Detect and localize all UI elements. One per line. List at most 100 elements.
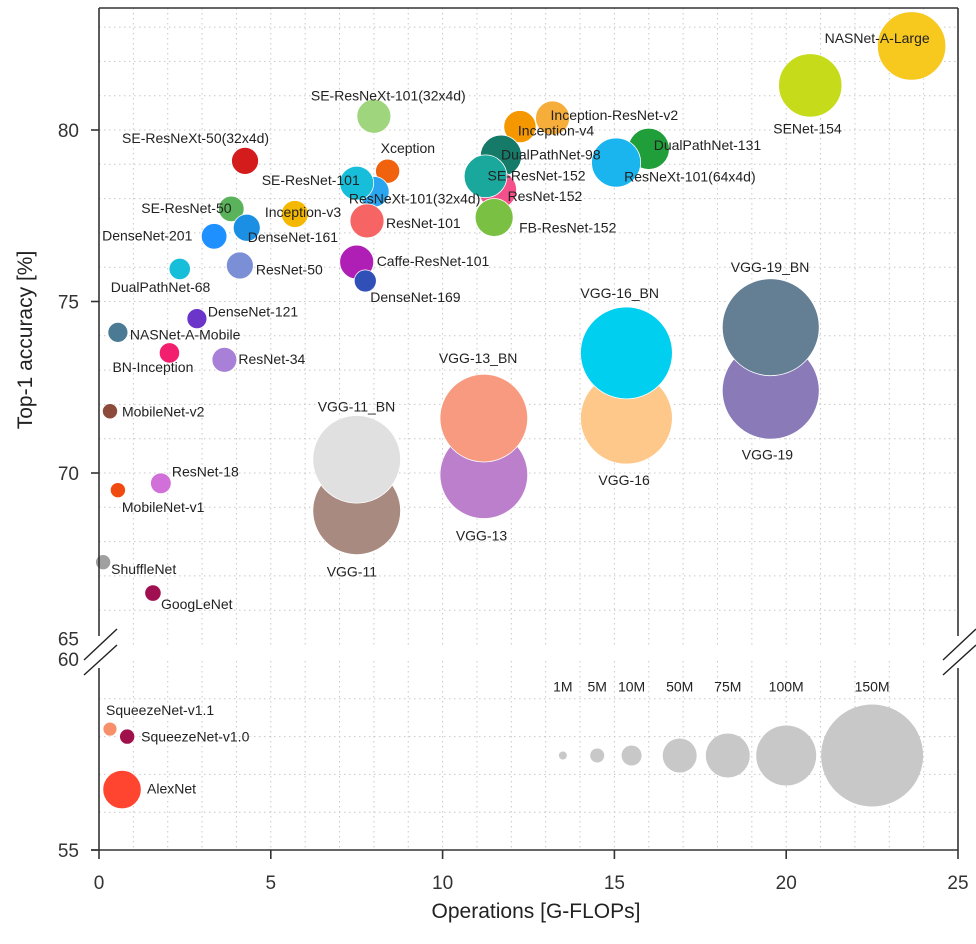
legend-bubble: [621, 745, 642, 766]
point-label: FB-ResNet-152: [519, 219, 616, 235]
point-label: DualPathNet-131: [654, 137, 762, 153]
point-label: VGG-16: [598, 472, 650, 488]
y-tick-label: 80: [58, 121, 79, 142]
legend-bubble: [662, 738, 697, 773]
point-label: GoogLeNet: [161, 596, 233, 612]
point-label: DenseNet-169: [370, 289, 460, 305]
bubble-resnet-101: [349, 203, 385, 239]
bubble-senet-154: [778, 53, 843, 118]
point-label: Inception-ResNet-v2: [551, 107, 679, 123]
point-label: MobileNet-v2: [122, 403, 205, 419]
bubble-nasnet-a-mobile: [107, 321, 129, 343]
point-label: ResNeXt-101(64x4d): [624, 169, 756, 185]
bubble-resnet-18: [150, 472, 172, 495]
bubble-densenet-121: [186, 308, 208, 330]
bubble-dualpathnet-68: [168, 257, 191, 281]
point-label: VGG-13_BN: [439, 350, 518, 366]
legend-bubble: [756, 725, 817, 786]
bubble-vgg-19-bn: [721, 278, 820, 377]
x-tick-label: 10: [432, 873, 453, 894]
bubble-squeezenet-v1-0: [119, 728, 136, 745]
legend-label: 100M: [769, 679, 804, 695]
bubble-alexnet: [102, 769, 142, 810]
bubble-vgg-11-bn: [312, 415, 401, 504]
point-label: Caffe-ResNet-101: [377, 253, 490, 269]
axis-break-mark: [942, 644, 976, 676]
point-label: SE-ResNet-50: [141, 200, 231, 216]
bubble-mobilenet-v2: [101, 403, 118, 420]
bubble-mobilenet-v1: [109, 482, 126, 499]
y-axis-title: Top-1 accuracy [%]: [14, 251, 37, 430]
point-label: SqueezeNet-v1.1: [106, 702, 214, 718]
legend-label: 5M: [587, 679, 606, 695]
point-label: ResNeXt-101(32x4d): [349, 191, 481, 207]
x-tick-label: 0: [94, 873, 105, 894]
legend: 1M 5M 10M 50M 75M 100M 150M: [553, 679, 924, 807]
point-label: ResNet-152: [508, 188, 583, 204]
bubble-vgg-16-bn: [580, 306, 673, 400]
point-label: VGG-19_BN: [731, 259, 810, 275]
bubble-se-resnext-50-32x4d-: [231, 146, 259, 175]
x-axis-title: Operations [G-FLOPs]: [432, 900, 641, 923]
legend-label: 150M: [855, 679, 890, 695]
point-label: NASNet-A-Mobile: [130, 326, 241, 342]
point-label: ResNet-101: [386, 215, 461, 231]
bubble-densenet-201: [200, 223, 228, 250]
point-label: SqueezeNet-v1.0: [141, 729, 249, 745]
point-label: ShuffleNet: [111, 561, 176, 577]
legend-bubble: [821, 704, 924, 807]
bubble-resnet-50: [225, 251, 254, 280]
point-label: VGG-11: [327, 564, 378, 580]
legend-bubble: [558, 751, 567, 760]
point-label: VGG-13: [456, 528, 508, 544]
y-tick-label: 70: [58, 464, 79, 485]
point-label: MobileNet-v1: [122, 499, 205, 515]
legend-bubble: [705, 733, 750, 778]
point-label: ResNet-50: [256, 261, 323, 277]
point-label: SE-ResNet-152: [488, 167, 586, 183]
x-tick-label: 15: [604, 873, 625, 894]
bubble-resnext-101-64x4d-: [591, 137, 642, 188]
point-label: SE-ResNet-101: [262, 172, 360, 188]
point-label: VGG-19: [742, 447, 794, 463]
bubble-xception: [375, 158, 401, 184]
point-label: Inception-v3: [265, 204, 341, 220]
bubble-inception-v3: [280, 200, 309, 228]
y-tick-label: 60: [58, 650, 79, 671]
bubble-vgg-13-bn: [439, 373, 529, 463]
point-label: ResNet-18: [172, 463, 239, 479]
bubble-inception-resnet-v2: [535, 100, 570, 136]
bubble-nasnet-a-large: [877, 11, 947, 81]
bubble-densenet-169: [353, 269, 377, 293]
legend-label: 50M: [666, 679, 693, 695]
bubble-densenet-161: [232, 213, 261, 242]
bubble-se-resnet-152: [463, 154, 508, 199]
bubble-resnet-34: [211, 346, 238, 373]
axis-break-mark: [83, 628, 118, 661]
bubble-shufflenet: [95, 554, 112, 571]
point-label: Inception-v4: [518, 123, 594, 139]
point-label: DenseNet-161: [248, 229, 338, 245]
point-label: SENet-154: [773, 120, 842, 136]
point-label: VGG-11_BN: [318, 398, 396, 414]
legend-label: 10M: [618, 679, 645, 695]
bubble-squeezenet-v1-1: [102, 721, 118, 737]
legend-label: 1M: [553, 679, 572, 695]
point-label: Xception: [381, 140, 435, 156]
bubble-se-resnext-101-32x4d-: [356, 98, 392, 134]
bubble-bn-inception: [158, 342, 181, 364]
bubble-fb-resnet-152: [474, 198, 514, 237]
point-label: DenseNet-121: [208, 304, 298, 320]
axes: 0 5 10 15 20 25 65 70 75 80 55 60: [58, 7, 976, 894]
y-tick-label: 55: [58, 841, 79, 862]
point-label: DenseNet-201: [102, 227, 192, 243]
point-label: SE-ResNeXt-101(32x4d): [311, 87, 466, 103]
point-label: AlexNet: [147, 781, 196, 797]
point-label: NASNet-A-Large: [825, 30, 930, 46]
axis-break-mark: [83, 644, 118, 676]
point-labels: NASNet-A-Large SENet-154 SE-ResNeXt-101(32…: [102, 30, 930, 797]
point-label: BN-Inception: [112, 359, 193, 375]
legend-bubble: [590, 748, 605, 763]
y-tick-label: 75: [58, 293, 79, 314]
